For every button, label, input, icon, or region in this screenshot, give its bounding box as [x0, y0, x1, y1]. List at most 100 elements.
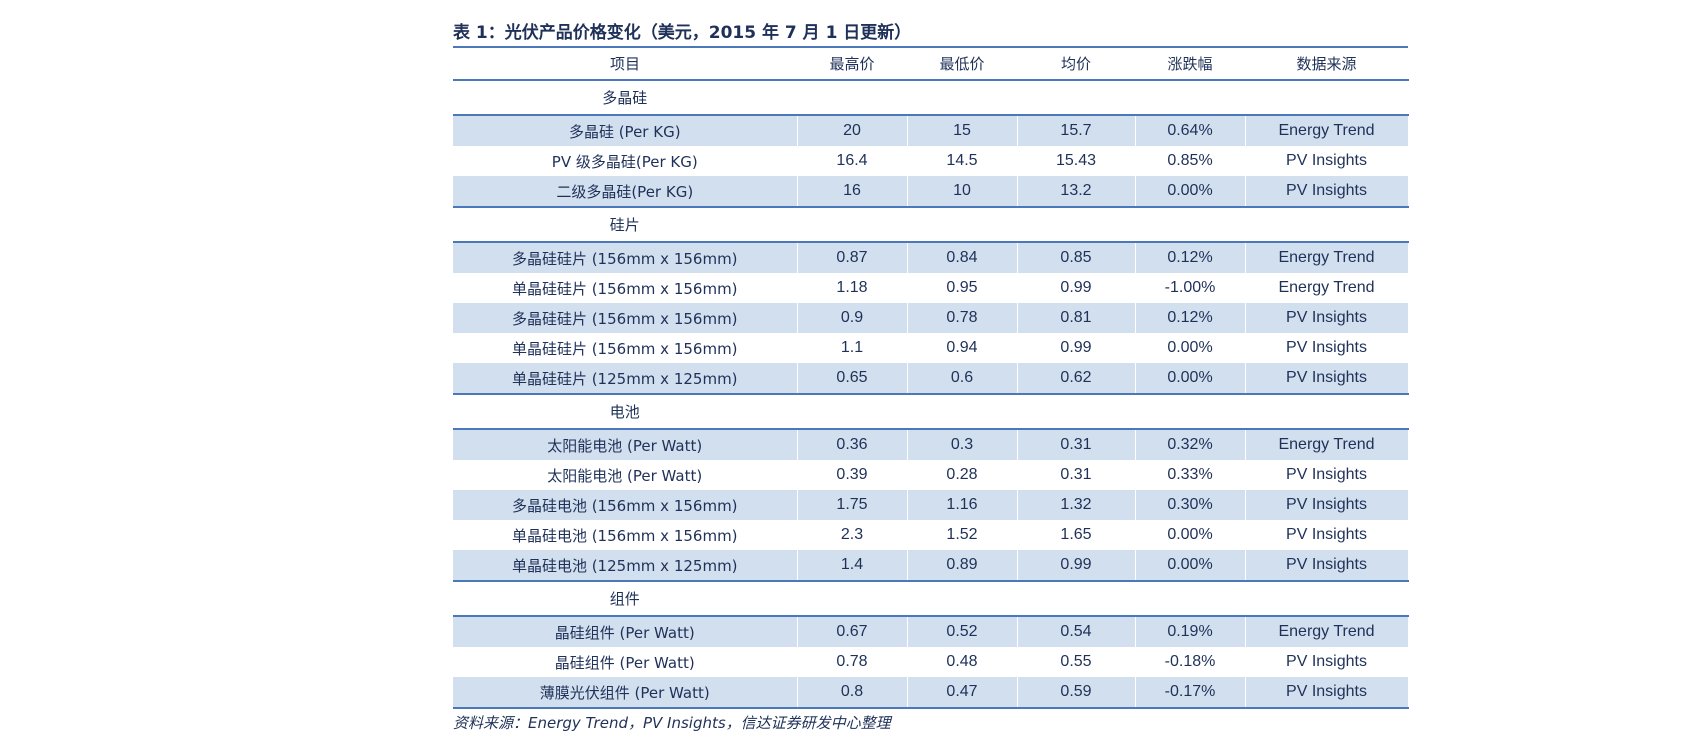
header-avg: 均价 — [1017, 46, 1135, 81]
table-row: 多晶硅电池 (156mm x 156mm) 1.75 1.16 1.32 0.30% PV… — [453, 490, 1409, 520]
change-cell: 0.30% — [1135, 490, 1246, 520]
avg-cell: 1.32 — [1017, 490, 1136, 520]
high-cell: 2.3 — [797, 520, 908, 550]
table-container: 表 1：光伏产品价格变化（美元，2015 年 7 月 1 日更新） 项目 最高价… — [453, 20, 1409, 733]
table-row: 太阳能电池 (Per Watt) 0.39 0.28 0.31 0.33% PV Insi… — [453, 460, 1409, 490]
item-cell: 二级多晶硅(Per KG) — [453, 176, 798, 208]
header-source: 数据来源 — [1245, 46, 1408, 81]
high-cell: 1.4 — [797, 550, 908, 582]
low-cell: 0.94 — [907, 333, 1018, 363]
change-cell: 0.32% — [1135, 429, 1246, 460]
category-empty-cell — [1135, 80, 1246, 116]
category-row: 电池 — [453, 394, 1409, 430]
category-label: 硅片 — [453, 207, 798, 243]
avg-cell: 0.54 — [1017, 616, 1136, 647]
avg-cell: 0.31 — [1017, 429, 1136, 460]
avg-cell: 15.43 — [1017, 146, 1136, 176]
category-empty-cell — [1135, 394, 1246, 430]
category-label: 电池 — [453, 394, 798, 430]
category-empty-cell — [797, 581, 908, 617]
item-cell: 晶硅组件 (Per Watt) — [453, 647, 798, 677]
header-high: 最高价 — [797, 46, 907, 81]
table-body: 多晶硅 多晶硅 (Per KG) 20 15 15.7 0.64% Energy Trend… — [453, 80, 1409, 709]
high-cell: 0.36 — [797, 429, 908, 460]
table-row: 晶硅组件 (Per Watt) 0.78 0.48 0.55 -0.18% PV Insi… — [453, 647, 1409, 677]
source-cell: Energy Trend — [1245, 429, 1409, 460]
header-row: 项目 最高价 最低价 均价 涨跌幅 数据来源 — [453, 46, 1408, 81]
table-row: 薄膜光伏组件 (Per Watt) 0.8 0.47 0.59 -0.17% PV Ins… — [453, 677, 1409, 709]
change-cell: 0.12% — [1135, 303, 1246, 333]
source-cell: Energy Trend — [1245, 273, 1409, 303]
low-cell: 0.84 — [907, 242, 1018, 273]
table-row: 单晶硅硅片 (125mm x 125mm) 0.65 0.6 0.62 0.00% PV … — [453, 363, 1409, 395]
high-cell: 0.39 — [797, 460, 908, 490]
high-cell: 0.9 — [797, 303, 908, 333]
low-cell: 0.52 — [907, 616, 1018, 647]
low-cell: 0.28 — [907, 460, 1018, 490]
table-row: 太阳能电池 (Per Watt) 0.36 0.3 0.31 0.32% Energy T… — [453, 429, 1409, 460]
low-cell: 0.95 — [907, 273, 1018, 303]
item-cell: 多晶硅电池 (156mm x 156mm) — [453, 490, 798, 520]
change-cell: 0.19% — [1135, 616, 1246, 647]
change-cell: 0.00% — [1135, 363, 1246, 395]
avg-cell: 0.31 — [1017, 460, 1136, 490]
item-cell: 单晶硅硅片 (156mm x 156mm) — [453, 333, 798, 363]
high-cell: 20 — [797, 115, 908, 146]
high-cell: 1.75 — [797, 490, 908, 520]
source-cell: Energy Trend — [1245, 115, 1409, 146]
category-empty-cell — [907, 80, 1018, 116]
low-cell: 0.3 — [907, 429, 1018, 460]
high-cell: 0.67 — [797, 616, 908, 647]
low-cell: 0.89 — [907, 550, 1018, 582]
high-cell: 0.87 — [797, 242, 908, 273]
avg-cell: 0.62 — [1017, 363, 1136, 395]
high-cell: 0.78 — [797, 647, 908, 677]
category-empty-cell — [1135, 581, 1246, 617]
source-cell: PV Insights — [1245, 363, 1409, 395]
change-cell: 0.00% — [1135, 520, 1246, 550]
category-empty-cell — [1245, 80, 1409, 116]
change-cell: -1.00% — [1135, 273, 1246, 303]
high-cell: 1.18 — [797, 273, 908, 303]
source-cell: Energy Trend — [1245, 242, 1409, 273]
header-item: 项目 — [453, 46, 797, 81]
source-cell: PV Insights — [1245, 550, 1409, 582]
header-change: 涨跌幅 — [1135, 46, 1245, 81]
item-cell: 单晶硅电池 (125mm x 125mm) — [453, 550, 798, 582]
category-empty-cell — [797, 394, 908, 430]
header-low: 最低价 — [907, 46, 1017, 81]
high-cell: 1.1 — [797, 333, 908, 363]
item-cell: 薄膜光伏组件 (Per Watt) — [453, 677, 798, 709]
source-cell: PV Insights — [1245, 303, 1409, 333]
item-cell: PV 级多晶硅(Per KG) — [453, 146, 798, 176]
category-empty-cell — [797, 207, 908, 243]
source-cell: Energy Trend — [1245, 616, 1409, 647]
category-label: 组件 — [453, 581, 798, 617]
source-cell: PV Insights — [1245, 520, 1409, 550]
category-empty-cell — [907, 581, 1018, 617]
avg-cell: 0.81 — [1017, 303, 1136, 333]
avg-cell: 0.99 — [1017, 333, 1136, 363]
table-title: 表 1：光伏产品价格变化（美元，2015 年 7 月 1 日更新） — [453, 23, 912, 43]
avg-cell: 0.99 — [1017, 550, 1136, 582]
category-empty-cell — [1245, 394, 1409, 430]
low-cell: 1.16 — [907, 490, 1018, 520]
source-cell: PV Insights — [1245, 460, 1409, 490]
avg-cell: 1.65 — [1017, 520, 1136, 550]
change-cell: 0.00% — [1135, 176, 1246, 208]
avg-cell: 0.55 — [1017, 647, 1136, 677]
avg-cell: 13.2 — [1017, 176, 1136, 208]
category-empty-cell — [797, 80, 908, 116]
item-cell: 单晶硅电池 (156mm x 156mm) — [453, 520, 798, 550]
high-cell: 0.8 — [797, 677, 908, 709]
table-row: 多晶硅 (Per KG) 20 15 15.7 0.64% Energy Trend — [453, 115, 1409, 146]
avg-cell: 0.59 — [1017, 677, 1136, 709]
table-row: 单晶硅硅片 (156mm x 156mm) 1.18 0.95 0.99 -1.00% E… — [453, 273, 1409, 303]
table-row: 单晶硅硅片 (156mm x 156mm) 1.1 0.94 0.99 0.00% PV … — [453, 333, 1409, 363]
category-empty-cell — [1245, 207, 1409, 243]
category-row: 硅片 — [453, 207, 1409, 243]
item-cell: 单晶硅硅片 (125mm x 125mm) — [453, 363, 798, 395]
table-row: 多晶硅硅片 (156mm x 156mm) 0.87 0.84 0.85 0.12% En… — [453, 242, 1409, 273]
table-row: PV 级多晶硅(Per KG) 16.4 14.5 15.43 0.85% PV Insi… — [453, 146, 1409, 176]
low-cell: 0.78 — [907, 303, 1018, 333]
